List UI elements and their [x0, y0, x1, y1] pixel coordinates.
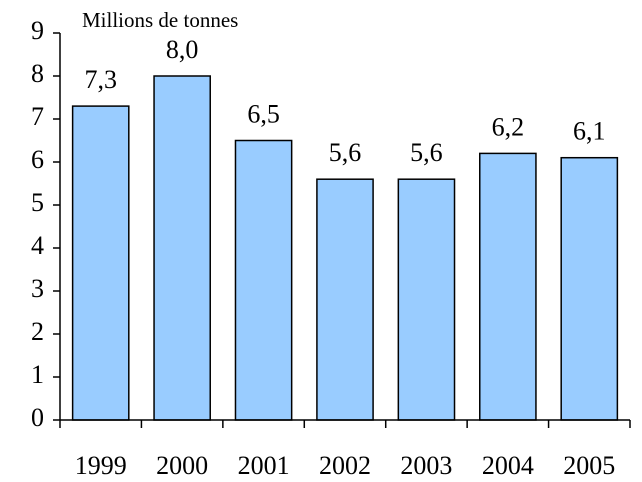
bar [397, 178, 456, 421]
y-tick-label: 4 [31, 231, 44, 260]
y-tick-label: 2 [31, 317, 44, 346]
x-tick-label: 2003 [400, 451, 452, 480]
value-label: 5,6 [329, 138, 362, 167]
value-label: 6,1 [573, 117, 606, 146]
x-tick-label: 2001 [238, 451, 290, 480]
bar [234, 139, 293, 421]
bar [153, 75, 211, 421]
x-tick-label: 2004 [482, 451, 534, 480]
y-axis-label: Millions de tonnes [82, 8, 238, 32]
x-tick-label: 2005 [563, 451, 615, 480]
bar [479, 152, 537, 421]
x-tick-label: 2002 [319, 451, 371, 480]
value-label: 5,6 [410, 138, 443, 167]
value-label: 6,2 [492, 112, 525, 141]
y-tick-label: 7 [31, 102, 44, 131]
bar [71, 105, 130, 421]
y-tick-label: 8 [31, 59, 44, 88]
bar [560, 156, 619, 421]
x-tick-label: 2000 [156, 451, 208, 480]
y-tick-label: 0 [31, 403, 44, 432]
y-tick-label: 5 [31, 188, 44, 217]
x-tick-label: 1999 [75, 451, 127, 480]
y-tick-label: 1 [31, 360, 44, 389]
bar [316, 178, 374, 421]
y-tick-label: 9 [31, 16, 44, 45]
value-label: 7,3 [84, 65, 117, 94]
y-tick-label: 6 [31, 145, 44, 174]
value-label: 8,0 [166, 35, 199, 64]
value-label: 6,5 [247, 99, 280, 128]
y-tick-label: 3 [31, 274, 44, 303]
